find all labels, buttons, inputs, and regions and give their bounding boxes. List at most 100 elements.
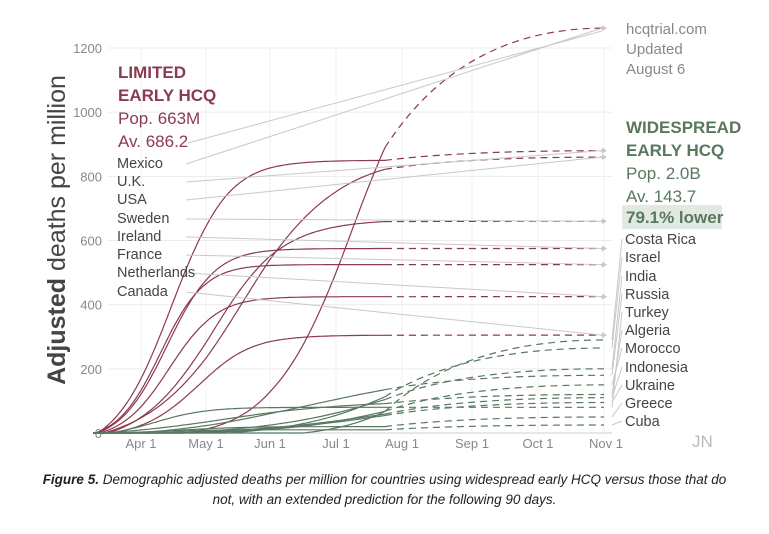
country-label-indonesia: Indonesia: [625, 360, 689, 376]
comparison-text: 79.1% lower: [626, 208, 724, 227]
x-tick-label: Aug 1: [385, 436, 419, 451]
limited-population: Pop. 663M: [118, 109, 200, 128]
series-line-ireland: [93, 247, 385, 434]
projection-indonesia: [384, 397, 605, 415]
country-label-sweden: Sweden: [117, 211, 169, 227]
source-site: hcqtrial.com: [626, 21, 707, 38]
limited-heading-line1: LIMITED: [118, 63, 186, 82]
country-label-algeria: Algeria: [625, 323, 671, 339]
pointer-line: [611, 329, 623, 395]
pointer-line: [611, 347, 623, 386]
chart-background: [0, 0, 769, 460]
y-tick-label: 200: [80, 362, 102, 377]
widespread-heading-line2: EARLY HCQ: [626, 141, 724, 160]
country-label-u-k-: U.K.: [117, 174, 145, 190]
country-label-greece: Greece: [625, 396, 673, 412]
y-tick-label: 600: [80, 234, 102, 249]
caption-label: Figure 5.: [42, 472, 99, 487]
projection-ukraine: [384, 401, 605, 417]
projection-u-k-: [384, 150, 605, 161]
source-updated: Updated: [626, 41, 683, 58]
country-labels: Mexico U.K. USA Sweden Ireland France Netherla…: [117, 156, 697, 430]
y-tick-label: 800: [80, 169, 102, 184]
country-label-morocco: Morocco: [625, 341, 681, 357]
series-line-turkey: [93, 406, 385, 434]
y-axis-label-bold: Adjusted: [43, 278, 71, 385]
country-label-russia: Russia: [625, 287, 670, 303]
series-line-canada: [93, 334, 385, 434]
pointer-line: [185, 27, 603, 165]
country-label-mexico: Mexico: [117, 156, 163, 172]
country-label-canada: Canada: [117, 284, 169, 300]
series-line-france: [93, 264, 385, 434]
pointer-line: [185, 236, 603, 250]
country-label-costa-rica: Costa Rica: [625, 232, 697, 248]
country-label-netherlands: Netherlands: [117, 265, 195, 281]
pointer-line: [611, 384, 623, 403]
pointer-line: [185, 254, 603, 266]
pointer-arrowhead: [602, 147, 607, 154]
x-tick-label: Sep 1: [455, 436, 489, 451]
annotations: Adjusted deaths per million hcqtrial.com…: [43, 21, 741, 451]
x-tick-label: Jun 1: [254, 436, 286, 451]
source-date: August 6: [626, 61, 685, 78]
country-label-turkey: Turkey: [625, 305, 670, 321]
limited-heading-line2: EARLY HCQ: [118, 86, 216, 105]
watermark: JN: [692, 432, 713, 451]
country-label-india: India: [625, 269, 657, 285]
pointer-line: [611, 256, 623, 349]
caption-text: Demographic adjusted deaths per million …: [102, 472, 727, 507]
pointer-line: [611, 275, 623, 369]
series-line-sweden: [93, 221, 386, 434]
pointer-arrowhead: [602, 154, 607, 161]
pointer-line: [611, 366, 623, 398]
pointer-arrowhead: [602, 218, 607, 225]
x-tick-label: Apr 1: [125, 436, 156, 451]
country-label-ukraine: Ukraine: [625, 378, 675, 394]
pointer-arrowhead: [602, 261, 607, 268]
pointer-line: [611, 420, 623, 426]
pointer-arrowhead: [602, 332, 607, 339]
pointer-line: [185, 272, 603, 298]
x-tick-label: Oct 1: [522, 436, 553, 451]
limited-average: Av. 686.2: [118, 132, 188, 151]
pointer-line: [611, 402, 623, 418]
series-line-cuba: [93, 429, 385, 434]
projection-costa-rica: [384, 339, 605, 412]
y-tick-label: 400: [80, 298, 102, 313]
projection-algeria: [384, 393, 605, 405]
x-tick-label: Jul 1: [322, 436, 349, 451]
label-pointers: [185, 25, 623, 426]
y-tick-label: 1200: [73, 41, 102, 56]
y-axis-label-rest: [43, 271, 71, 278]
widespread-heading-line1: WIDESPREAD: [626, 118, 741, 137]
series-line-usa: [93, 168, 386, 434]
pointer-line: [185, 218, 603, 222]
projection-greece: [384, 416, 605, 428]
country-label-france: France: [117, 247, 162, 263]
country-label-ireland: Ireland: [117, 229, 161, 245]
y-axis-label-text: deaths per million: [43, 75, 71, 271]
country-label-israel: Israel: [625, 250, 660, 266]
projection-israel: [384, 347, 605, 398]
pointer-line: [611, 238, 623, 341]
pointer-line: [185, 291, 603, 336]
pointer-arrowhead: [602, 293, 607, 300]
projection-india: [384, 368, 605, 401]
x-axis: Apr 1 May 1 Jun 1 Jul 1 Aug 1 Sep 1 Oct 1 Nov 1: [125, 436, 623, 451]
projection-russia: [384, 374, 605, 391]
country-label-cuba: Cuba: [625, 414, 661, 430]
average-pointer-line: [187, 30, 603, 144]
widespread-population: Pop. 2.0B: [626, 164, 701, 183]
y-axis-label: Adjusted deaths per million: [43, 75, 71, 385]
pointer-arrowhead: [602, 245, 607, 252]
pointer-line: [185, 150, 603, 183]
series-line-u-k-: [93, 159, 385, 434]
grid: [108, 47, 612, 434]
widespread-average: Av. 143.7: [626, 187, 696, 206]
pointer-line: [611, 293, 623, 376]
y-tick-label: 1000: [73, 105, 102, 120]
pointer-arrowhead: [602, 25, 607, 32]
